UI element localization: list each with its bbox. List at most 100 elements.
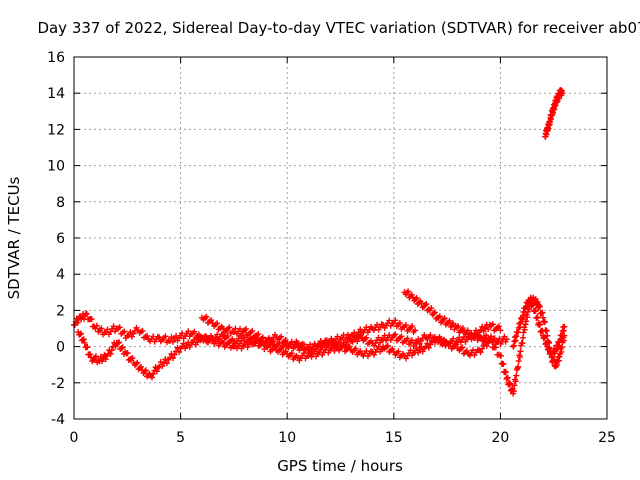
data-point xyxy=(507,380,514,387)
data-point xyxy=(409,337,416,344)
data-point xyxy=(98,325,105,332)
y-tick-label: -2 xyxy=(51,376,65,392)
data-point xyxy=(83,311,90,318)
data-point xyxy=(402,322,409,329)
chart-title: Day 337 of 2022, Sidereal Day-to-day VTE… xyxy=(37,19,640,37)
y-tick-label: 6 xyxy=(56,231,65,247)
data-point xyxy=(455,323,462,330)
data-point xyxy=(300,341,307,348)
data-point xyxy=(510,388,517,395)
data-point xyxy=(422,343,429,350)
data-point xyxy=(515,363,522,370)
data-point xyxy=(541,319,548,326)
y-tick-label: 16 xyxy=(47,50,65,66)
data-point xyxy=(500,361,507,368)
data-point xyxy=(516,354,523,361)
x-tick-label: 20 xyxy=(491,430,509,446)
data-point xyxy=(305,345,312,352)
data-point xyxy=(409,323,416,330)
data-point xyxy=(226,338,233,345)
data-point xyxy=(477,327,484,333)
data-point xyxy=(536,303,543,310)
data-point xyxy=(129,355,136,362)
data-point xyxy=(108,347,115,354)
y-tick-label: 14 xyxy=(47,86,65,102)
data-point xyxy=(116,339,123,346)
data-point xyxy=(479,323,486,330)
x-tick-label: 15 xyxy=(385,430,403,446)
data-point xyxy=(118,345,125,352)
tick-labels: 0 5 10 15 20 25 -4 -2 0 2 4 6 8 10 12 14 16 xyxy=(47,50,616,446)
data-point xyxy=(236,340,243,347)
data-point xyxy=(450,320,457,327)
data-point xyxy=(352,345,359,352)
data-point xyxy=(539,309,546,316)
data-point xyxy=(436,313,443,320)
data-point xyxy=(162,333,169,340)
data-point xyxy=(119,344,126,351)
data-point xyxy=(511,382,518,389)
data-point xyxy=(522,318,529,325)
data-point xyxy=(80,336,87,343)
data-points xyxy=(71,86,568,397)
data-point xyxy=(112,343,119,350)
data-point xyxy=(482,324,489,331)
data-point xyxy=(214,336,221,343)
data-point xyxy=(492,344,499,351)
data-point xyxy=(278,345,285,352)
data-point xyxy=(515,358,522,365)
axis-ticks xyxy=(73,56,608,420)
data-point xyxy=(407,347,414,354)
x-tick-label: 5 xyxy=(176,430,185,446)
data-point xyxy=(477,349,484,356)
data-point xyxy=(230,329,237,336)
data-point xyxy=(423,301,430,308)
data-point xyxy=(541,334,548,341)
data-point xyxy=(524,314,531,321)
data-point xyxy=(102,356,109,363)
data-point xyxy=(259,334,266,341)
data-point xyxy=(148,374,155,381)
data-point xyxy=(243,325,250,332)
data-point xyxy=(436,334,443,341)
data-point xyxy=(519,334,526,341)
data-point xyxy=(459,325,466,332)
data-point xyxy=(536,321,543,328)
data-point xyxy=(431,339,438,346)
data-point xyxy=(519,340,526,347)
data-point xyxy=(185,328,192,335)
data-point xyxy=(534,298,541,305)
data-point xyxy=(384,342,391,349)
data-point xyxy=(424,340,431,347)
data-point xyxy=(464,327,471,334)
data-point xyxy=(323,337,330,344)
data-point xyxy=(138,363,145,370)
data-point xyxy=(74,319,81,326)
data-point xyxy=(272,343,279,350)
data-point xyxy=(176,348,183,355)
data-point xyxy=(116,324,123,331)
data-point xyxy=(99,358,106,365)
data-point xyxy=(480,328,487,335)
data-point xyxy=(404,335,411,342)
data-point xyxy=(446,317,453,324)
data-point xyxy=(230,343,237,350)
data-point xyxy=(502,368,509,375)
data-point xyxy=(513,372,520,379)
data-point xyxy=(163,360,170,367)
data-point xyxy=(180,340,187,347)
data-point xyxy=(139,327,146,334)
data-point xyxy=(168,334,175,341)
data-point xyxy=(415,336,422,343)
data-point xyxy=(81,339,88,346)
data-point xyxy=(473,331,480,338)
data-point xyxy=(288,339,295,346)
data-point xyxy=(483,342,490,349)
data-point xyxy=(392,331,399,338)
x-tick-label: 0 xyxy=(70,430,79,446)
data-point xyxy=(559,90,566,97)
x-tick-label: 10 xyxy=(278,430,296,446)
grid xyxy=(74,57,607,419)
y-tick-label: 0 xyxy=(56,340,65,356)
data-point xyxy=(422,302,429,309)
